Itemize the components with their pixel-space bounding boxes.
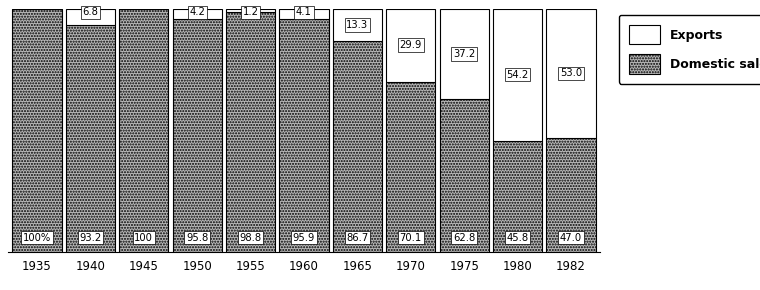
Text: 4.2: 4.2 xyxy=(189,7,205,17)
Bar xyxy=(173,19,222,252)
Text: 98.8: 98.8 xyxy=(239,233,261,242)
Bar xyxy=(66,25,115,252)
Bar xyxy=(439,99,489,252)
Text: 100%: 100% xyxy=(23,233,51,242)
Bar xyxy=(493,9,542,141)
Text: 100: 100 xyxy=(135,233,154,242)
Bar xyxy=(12,9,62,252)
Text: 29.9: 29.9 xyxy=(400,40,422,50)
Text: 86.7: 86.7 xyxy=(347,233,369,242)
Text: 13.3: 13.3 xyxy=(347,20,369,30)
Text: 37.2: 37.2 xyxy=(453,49,475,59)
Bar xyxy=(119,9,169,252)
Text: 4.1: 4.1 xyxy=(296,7,312,17)
Text: 93.2: 93.2 xyxy=(79,233,102,242)
Bar xyxy=(226,12,275,252)
Bar xyxy=(333,41,382,252)
Text: 6.8: 6.8 xyxy=(82,7,98,17)
Text: 95.8: 95.8 xyxy=(186,233,208,242)
Bar xyxy=(280,19,328,252)
Bar xyxy=(173,9,222,19)
Bar xyxy=(386,9,435,81)
Bar xyxy=(280,9,328,19)
Text: 62.8: 62.8 xyxy=(453,233,475,242)
Text: 45.8: 45.8 xyxy=(507,233,529,242)
Bar xyxy=(546,9,596,138)
Bar xyxy=(546,138,596,252)
Text: 70.1: 70.1 xyxy=(400,233,422,242)
Text: 47.0: 47.0 xyxy=(560,233,582,242)
Bar xyxy=(493,141,542,252)
Bar xyxy=(66,9,115,25)
Bar xyxy=(226,9,275,12)
Bar xyxy=(439,9,489,99)
Text: 54.2: 54.2 xyxy=(506,70,529,80)
Bar xyxy=(333,9,382,41)
Text: 1.2: 1.2 xyxy=(242,7,258,17)
Text: 53.0: 53.0 xyxy=(560,68,582,78)
Bar xyxy=(386,81,435,252)
Legend: Exports, Domestic sales: Exports, Domestic sales xyxy=(619,15,760,84)
Text: 95.9: 95.9 xyxy=(293,233,315,242)
